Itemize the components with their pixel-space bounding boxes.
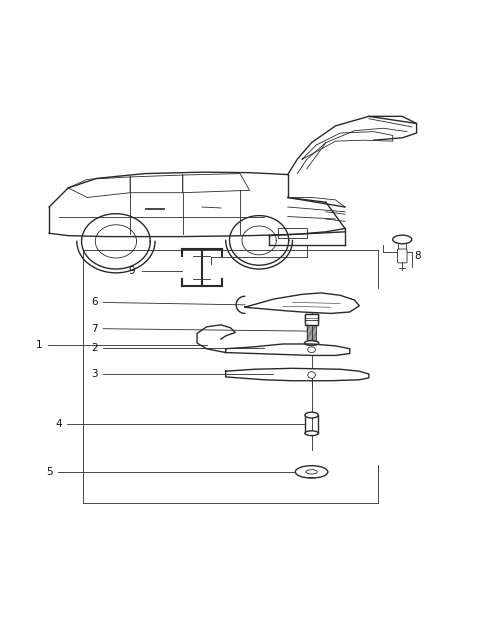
Ellipse shape (295, 466, 328, 478)
Ellipse shape (308, 372, 315, 378)
Text: 1: 1 (36, 341, 43, 351)
Text: 3: 3 (91, 369, 98, 379)
Ellipse shape (393, 235, 412, 244)
Text: 4: 4 (55, 419, 62, 429)
Ellipse shape (306, 470, 317, 474)
Polygon shape (226, 344, 350, 356)
Text: 5: 5 (46, 467, 52, 477)
Ellipse shape (305, 412, 318, 418)
Bar (278, 228, 307, 238)
Polygon shape (226, 368, 369, 381)
Ellipse shape (304, 341, 319, 346)
Ellipse shape (308, 347, 315, 353)
Polygon shape (245, 293, 360, 313)
Polygon shape (197, 325, 235, 353)
Text: 6: 6 (91, 298, 98, 308)
Text: 7: 7 (91, 324, 98, 334)
FancyBboxPatch shape (305, 314, 318, 325)
Text: 2: 2 (91, 343, 98, 353)
Text: 8: 8 (414, 251, 421, 261)
Ellipse shape (305, 431, 318, 436)
Text: 9: 9 (128, 266, 135, 276)
FancyBboxPatch shape (397, 249, 407, 263)
FancyBboxPatch shape (305, 314, 318, 322)
